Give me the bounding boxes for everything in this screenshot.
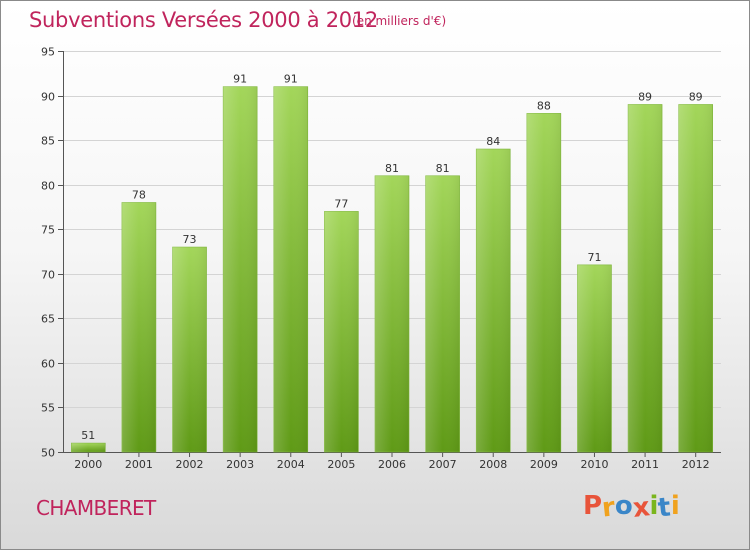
y-tick-label: 50 (41, 447, 55, 460)
x-tick-label: 2004 (277, 458, 305, 471)
logo-letter: i (670, 491, 680, 521)
logo-letter: i (649, 491, 659, 521)
bar-value-label: 81 (385, 162, 399, 175)
bar-value-label: 77 (334, 197, 348, 210)
logo-letter: P (583, 491, 603, 521)
bar-value-label: 89 (689, 90, 703, 103)
bar-shine (223, 86, 258, 453)
bar-value-label: 91 (233, 73, 247, 86)
x-tick-label: 2003 (226, 458, 254, 471)
axes: 50 55 60 65 70 75 80 85 90 95 2000 2001 2002 2003 2004… (41, 46, 721, 471)
commune-name: CHAMBERET (36, 496, 156, 520)
bar-shine (273, 86, 308, 453)
logo-letter: o (614, 491, 633, 521)
bar-value-label: 78 (132, 188, 146, 201)
y-tick-label: 70 (41, 269, 55, 282)
proxiti-logo[interactable]: Proxiti (583, 491, 680, 524)
y-tick-label: 60 (41, 358, 55, 371)
bar-shine (324, 211, 359, 452)
bar-value-label: 51 (81, 429, 95, 442)
bar-value-label: 81 (436, 162, 450, 175)
x-tick-label: 2001 (125, 458, 153, 471)
x-tick-label: 2009 (530, 458, 558, 471)
x-tick-label: 2008 (479, 458, 507, 471)
y-tick-label: 95 (41, 46, 55, 59)
bar-shine (425, 175, 460, 452)
x-tick-label: 2011 (631, 458, 659, 471)
x-tick-label: 2000 (74, 458, 102, 471)
bar-shine (628, 104, 663, 452)
x-tick-label: 2007 (429, 458, 457, 471)
chart-title: Subventions Versées 2000 à 2012 (29, 8, 378, 32)
bar-shine (678, 104, 713, 452)
bar-value-label: 91 (284, 73, 298, 86)
bar-shine (526, 113, 561, 452)
x-tick-label: 2012 (682, 458, 710, 471)
x-tick-label: 2005 (327, 458, 355, 471)
x-tick-label: 2010 (580, 458, 608, 471)
bar-value-label: 88 (537, 99, 551, 112)
chart-unit-label: (en milliers d'€) (352, 14, 447, 28)
data-labels: 51 78 73 91 91 77 81 81 84 88 71 89 89 (81, 73, 702, 442)
x-tick-label: 2002 (176, 458, 204, 471)
y-tick-label: 80 (41, 180, 55, 193)
bar-value-label: 84 (486, 135, 500, 148)
y-tick-label: 65 (41, 313, 55, 326)
y-tick-label: 75 (41, 224, 55, 237)
bar-shine (476, 149, 511, 452)
bars (71, 86, 713, 453)
bar-shine (172, 247, 207, 452)
logo-letter: x (631, 492, 652, 524)
y-tick-label: 85 (41, 135, 55, 148)
y-tick-label: 55 (41, 402, 55, 415)
bar-shine (71, 443, 106, 452)
bar-value-label: 73 (183, 233, 197, 246)
bar-shine (577, 264, 612, 452)
x-tick-label: 2006 (378, 458, 406, 471)
bar-value-label: 71 (587, 251, 601, 264)
bar-shine (375, 175, 409, 452)
bar-shine (121, 202, 156, 452)
y-tick-label: 90 (41, 91, 55, 104)
bar-value-label: 89 (638, 90, 652, 103)
